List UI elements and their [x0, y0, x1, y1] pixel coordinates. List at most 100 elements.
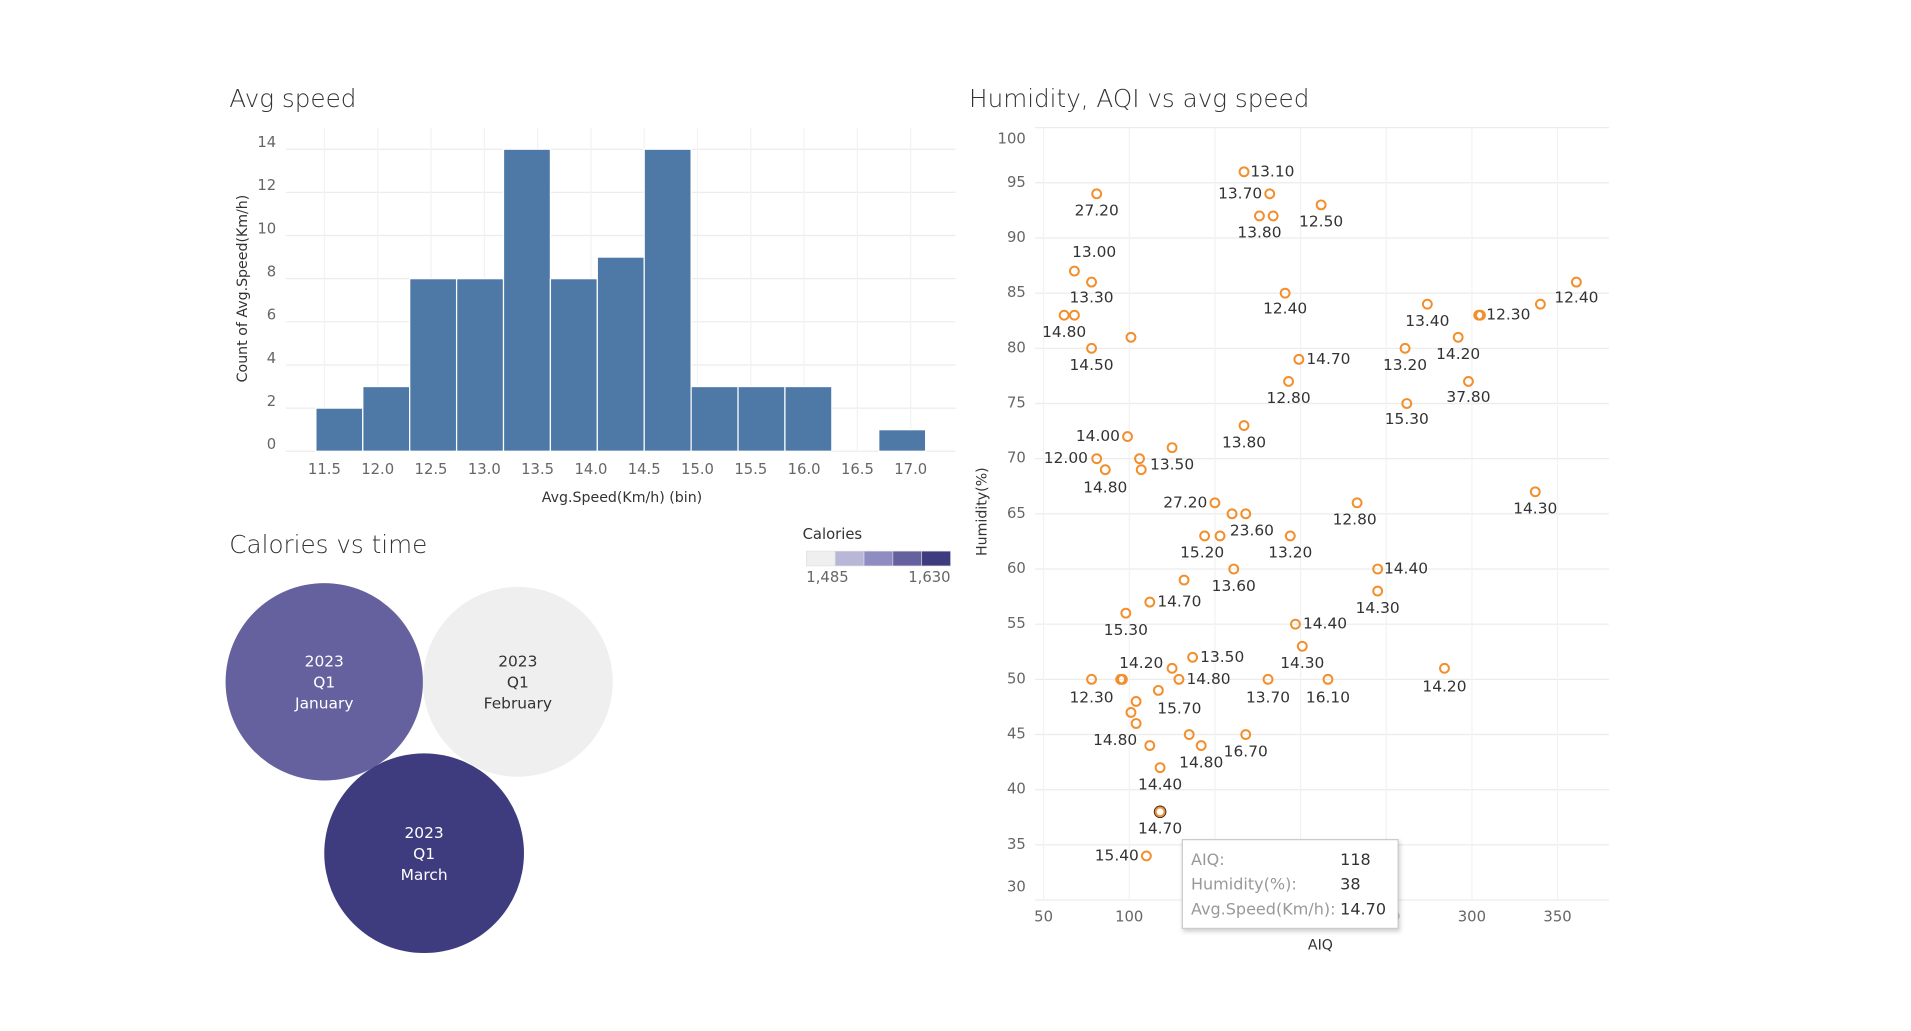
bubble-label: 2023	[405, 824, 444, 842]
point	[1293, 353, 1305, 365]
y-tick-label: 14	[257, 134, 276, 151]
legend-swatch	[892, 550, 923, 567]
y-tick-label: 80	[1007, 339, 1026, 356]
point	[1290, 618, 1301, 630]
y-tick-label: 95	[1007, 174, 1026, 191]
point	[1240, 508, 1252, 520]
point-label: 14.30	[1356, 599, 1400, 617]
point-label: 13.70	[1246, 688, 1290, 706]
point	[1534, 298, 1546, 310]
tooltip-value: 38	[1340, 875, 1360, 894]
legend-swatch	[806, 550, 836, 567]
y-tick-label: 40	[1007, 781, 1026, 798]
point	[1099, 464, 1111, 476]
legend-swatch	[921, 550, 951, 567]
y-axis-title: Count of Avg.Speed(Km/h)	[235, 195, 251, 383]
point	[1529, 486, 1541, 498]
point-label: 14.40	[1303, 615, 1347, 633]
bar	[643, 148, 692, 452]
bubble	[324, 753, 524, 954]
point	[1166, 442, 1178, 454]
tooltip-value: 14.70	[1340, 899, 1386, 918]
y-tick-label: 12	[257, 177, 276, 194]
legend-label: 1,485	[806, 569, 848, 586]
bar	[737, 385, 786, 452]
bubble-label: 2023	[498, 653, 537, 671]
bubble-label: February	[484, 695, 552, 713]
point-label: 14.40	[1138, 775, 1182, 793]
point-label: 12.00	[1044, 449, 1088, 467]
x-tick-label: 15.0	[681, 461, 714, 478]
point-label: 13.50	[1150, 455, 1194, 473]
chart-title: Humidity, AQI vs avg speed	[969, 84, 1309, 113]
point	[1240, 729, 1252, 740]
point	[1086, 276, 1097, 288]
point-label: 14.80	[1042, 323, 1086, 341]
point	[1199, 530, 1211, 542]
selected-ring	[1153, 805, 1167, 819]
y-tick-label: 100	[998, 130, 1026, 147]
point-label: 13.40	[1405, 312, 1449, 330]
point-label: 12.80	[1333, 511, 1377, 529]
y-tick-label: 6	[267, 307, 276, 324]
chart-title: Calories vs time	[229, 530, 427, 559]
point	[1086, 342, 1097, 354]
bar	[362, 385, 411, 452]
bubble-label: Q1	[413, 845, 435, 863]
point-label: 13.80	[1222, 433, 1266, 451]
bubble-label: 2023	[305, 653, 344, 671]
x-tick-label: 16.5	[841, 461, 874, 478]
x-tick-label: 100	[1115, 908, 1143, 925]
point	[1144, 596, 1156, 608]
point	[1166, 662, 1178, 674]
x-tick-label: 300	[1458, 908, 1486, 925]
point	[1401, 398, 1413, 409]
bubble-label: March	[401, 866, 448, 884]
bar	[878, 429, 927, 452]
point-label: 14.00	[1076, 427, 1120, 445]
point	[1140, 850, 1152, 862]
point-label: 14.50	[1070, 356, 1114, 374]
point	[1144, 740, 1156, 751]
point	[1130, 695, 1142, 707]
y-tick-label: 8	[267, 263, 276, 280]
chart-title: Avg speed	[229, 84, 356, 113]
point-label: 13.60	[1212, 577, 1256, 595]
point-label: 27.20	[1075, 202, 1119, 220]
point	[1463, 375, 1474, 387]
x-tick-label: 13.5	[521, 461, 554, 478]
point-label: 16.70	[1224, 742, 1268, 760]
x-tick-label: 15.5	[734, 461, 767, 478]
point	[1154, 806, 1166, 818]
x-tick-label: 14.0	[574, 461, 607, 478]
y-tick-label: 90	[1007, 229, 1026, 246]
y-tick-label: 10	[257, 220, 276, 237]
point-label: 14.40	[1384, 560, 1428, 578]
point-label: 14.30	[1513, 500, 1557, 518]
point-label: 13.50	[1200, 648, 1244, 666]
point-label: 14.20	[1436, 345, 1480, 363]
x-tick-label: 17.0	[894, 461, 927, 478]
point	[1475, 309, 1486, 321]
point-label: 37.80	[1446, 388, 1490, 406]
point	[1069, 309, 1080, 321]
point-label: 12.30	[1486, 306, 1530, 324]
point	[1372, 563, 1384, 575]
y-tick-label: 2	[267, 393, 276, 410]
point	[1135, 464, 1147, 476]
point	[1238, 420, 1250, 431]
point	[1372, 585, 1384, 597]
point-label: 14.20	[1119, 654, 1163, 672]
point-label: 14.20	[1422, 677, 1466, 695]
point-label: 15.30	[1385, 410, 1429, 428]
point-label: 14.70	[1138, 820, 1182, 838]
point-label: 14.80	[1179, 753, 1223, 771]
bar	[784, 385, 833, 452]
point-label: 13.70	[1218, 184, 1262, 202]
point	[1091, 188, 1103, 200]
point	[1322, 673, 1334, 685]
point	[1267, 210, 1279, 222]
